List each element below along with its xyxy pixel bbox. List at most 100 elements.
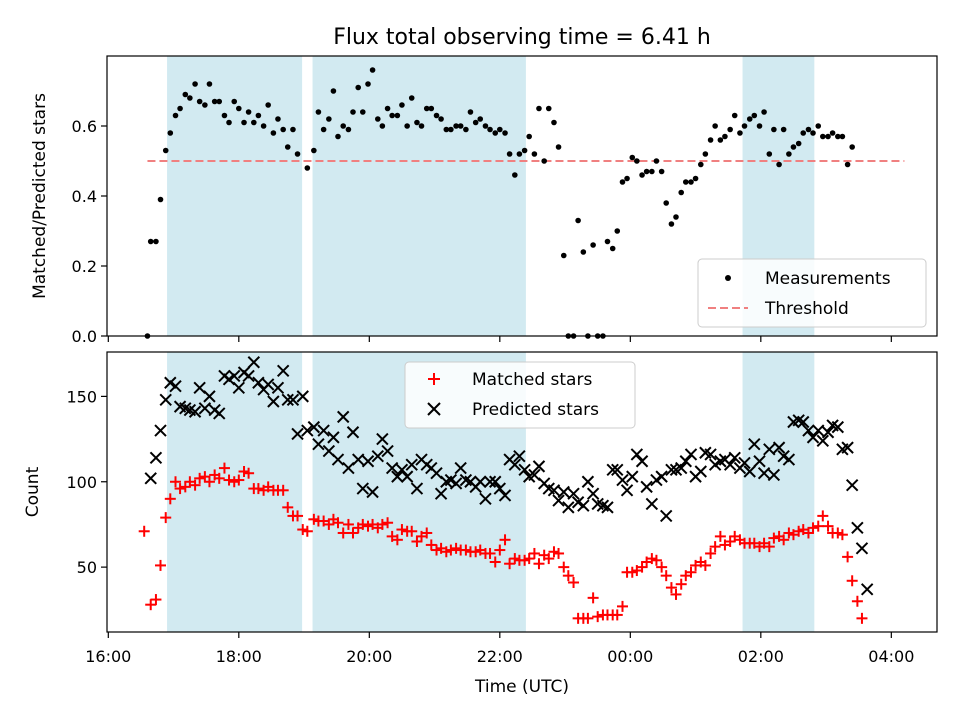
predicted-star-point: [301, 424, 314, 437]
measurement-point: [776, 161, 782, 168]
measurement-point: [492, 130, 499, 136]
measurement-point: [756, 123, 763, 129]
predicted-star-point: [405, 458, 418, 471]
measurement-point: [516, 151, 523, 157]
measurement-point: [147, 238, 154, 245]
measurement-point: [805, 126, 812, 133]
legend-label-predicted: Predicted stars: [472, 400, 599, 420]
measurement-point: [497, 126, 503, 133]
measurement-point: [575, 217, 581, 224]
measurement-point: [374, 116, 381, 122]
measurement-point: [790, 144, 797, 150]
predicted-star-point: [498, 489, 512, 502]
measurement-point: [477, 116, 484, 122]
predicted-star-point: [659, 509, 673, 523]
measurement-point: [226, 119, 232, 126]
measurement-point: [619, 179, 626, 185]
predicted-star-point: [601, 501, 614, 514]
legend-ratio: Measurements Threshold: [697, 258, 927, 328]
matched-star-point: [194, 472, 206, 484]
measurement-point: [639, 172, 645, 178]
x-tick-label: 18:00: [216, 647, 262, 666]
predicted-star-point: [331, 453, 345, 466]
predicted-star-point: [821, 426, 835, 439]
measurement-point: [304, 165, 311, 171]
predicted-star-point: [271, 381, 285, 395]
matched-star-point: [685, 566, 697, 578]
measurement-point: [825, 133, 831, 140]
matched-star-point: [592, 611, 604, 623]
matched-star-point: [528, 547, 540, 559]
matched-star-point: [425, 539, 437, 551]
matched-star-point: [337, 527, 349, 539]
measurement-point: [330, 88, 337, 94]
predicted-star-point: [665, 463, 678, 477]
predicted-star-point: [188, 405, 202, 418]
matched-star-point: [822, 520, 834, 532]
y-tick-label: 100: [66, 473, 97, 492]
measurement-point: [541, 158, 547, 164]
measurement-point: [531, 151, 538, 157]
x-tick-label: 16:00: [85, 647, 131, 666]
legend-marker-matched: [428, 373, 440, 385]
matched-star-point: [174, 483, 186, 495]
legend-label-threshold: Threshold: [764, 299, 849, 319]
predicted-star-point: [366, 485, 379, 499]
measurement-point: [472, 119, 479, 126]
predicted-star-point: [797, 415, 810, 429]
matched-star-point: [382, 517, 394, 529]
matched-star-point: [164, 493, 176, 505]
matched-star-point: [282, 501, 294, 513]
measurement-point: [384, 105, 391, 112]
y-tick-label: 0.4: [72, 187, 97, 206]
predicted-star-point: [361, 455, 375, 468]
matched-star-point: [145, 599, 157, 611]
measurement-point: [414, 119, 420, 126]
predicted-star-point: [802, 424, 815, 437]
matched-star-point: [233, 474, 245, 486]
matched-star-point: [218, 462, 230, 474]
predicted-star-point: [845, 478, 859, 492]
matched-star-point: [562, 570, 574, 582]
matched-star-point: [807, 522, 819, 534]
predicted-star-point: [782, 453, 796, 466]
measurement-point: [682, 179, 689, 185]
predicted-star-point: [247, 356, 261, 369]
measurement-point: [428, 105, 435, 112]
measurement-point: [761, 109, 767, 115]
measurement-point: [369, 67, 376, 73]
legend-label-measurements: Measurements: [765, 269, 891, 289]
measurement-point: [545, 105, 552, 112]
matched-star-point: [675, 578, 687, 590]
measurement-point: [284, 144, 291, 150]
predicted-star-point: [586, 487, 600, 500]
measurement-point: [365, 81, 371, 87]
measurement-point: [614, 228, 621, 234]
measurement-point: [448, 126, 454, 133]
matched-star-point: [543, 553, 555, 565]
measurement-point: [457, 123, 464, 129]
predicted-star-point: [728, 451, 741, 465]
measurement-point: [555, 144, 562, 150]
predicted-star-point: [645, 497, 659, 511]
measurement-point: [604, 238, 611, 245]
measurement-point: [746, 116, 753, 122]
measurement-point: [359, 109, 366, 115]
measurement-point: [177, 105, 183, 112]
matched-star-point: [292, 510, 304, 522]
measurement-point: [810, 130, 816, 136]
predicted-star-point: [434, 487, 448, 500]
predicted-star-point: [675, 461, 688, 475]
matched-star-point: [203, 476, 215, 488]
measurement-point: [294, 151, 301, 157]
measurement-point: [157, 196, 164, 203]
matched-star-point: [406, 525, 418, 537]
matched-star-point: [213, 472, 225, 484]
y-tick-label: 0.2: [72, 257, 97, 276]
y-axis-label-ratio: Matched/Predicted stars: [30, 93, 50, 299]
measurement-point: [260, 123, 267, 129]
predicted-star-point: [694, 465, 707, 478]
predicted-star-point: [296, 390, 309, 403]
matched-star-point: [812, 520, 824, 532]
